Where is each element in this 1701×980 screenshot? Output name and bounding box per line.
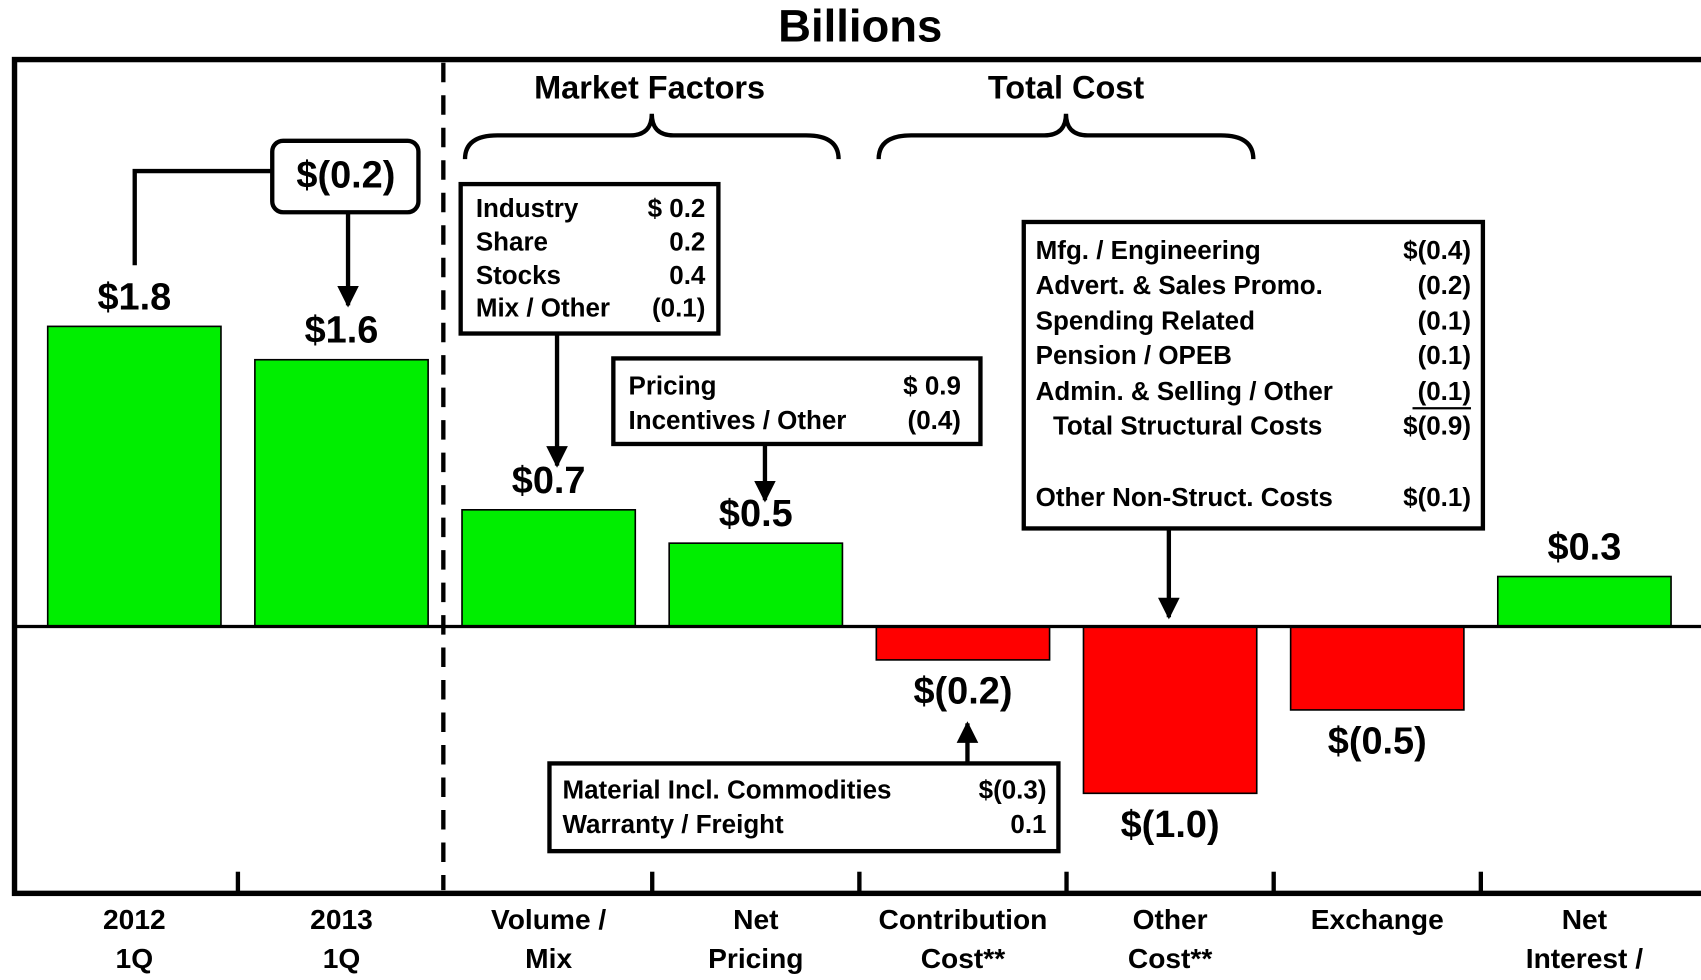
bracket [462, 113, 841, 160]
bar [1289, 625, 1465, 711]
row-value: $(0.1) [1403, 482, 1471, 512]
row-value: 0.4 [669, 260, 706, 290]
bar [1496, 575, 1672, 628]
row-label: Mix / Other [476, 293, 610, 323]
row-label: Incentives / Other [629, 405, 847, 435]
x-tick-label: Mix [525, 943, 572, 974]
bar [668, 542, 844, 628]
x-tick-label: Cost** [1128, 943, 1212, 974]
bracket-label: Market Factors [534, 69, 765, 105]
info-box [547, 761, 1061, 854]
info-box [611, 356, 983, 447]
row-value: (0.1) [1418, 376, 1471, 406]
change-box [270, 138, 421, 215]
row-label: Mfg. / Engineering [1036, 235, 1261, 265]
row-label: Pension / OPEB [1036, 340, 1232, 370]
row-value: (0.2) [1418, 270, 1471, 300]
bar [46, 325, 222, 628]
row-label: Pricing [629, 371, 717, 401]
row-label: Advert. & Sales Promo. [1036, 270, 1323, 300]
x-tick-label: Pricing [708, 943, 803, 974]
row-value: $ 0.2 [648, 193, 706, 223]
bar [254, 358, 429, 628]
row-value: (0.1) [652, 293, 705, 323]
row-label: Total Structural Costs [1053, 411, 1322, 441]
value-label: $(0.5) [1328, 721, 1427, 763]
plot-frame [11, 56, 1701, 897]
x-tick-label: Net [733, 904, 779, 935]
row-label: Warranty / Freight [562, 809, 784, 839]
value-label: $(0.2) [913, 670, 1012, 712]
row-value: 0.2 [669, 227, 705, 257]
value-label: $0.5 [719, 493, 793, 535]
x-tick-label: 2012 [103, 904, 166, 935]
row-label: Stocks [476, 260, 561, 290]
bar [1082, 625, 1258, 795]
value-label: $1.6 [305, 310, 379, 352]
row-value: $(0.9) [1403, 411, 1471, 441]
chart-title: Billions [778, 0, 942, 51]
bracket-label: Total Cost [988, 69, 1145, 105]
x-tick-label: Interest / [1526, 943, 1643, 974]
x-tick-label: Cost** [921, 943, 1005, 974]
value-label: $0.7 [512, 460, 586, 502]
x-tick-label: Contribution [879, 904, 1048, 935]
row-value: (0.1) [1418, 340, 1471, 370]
bar [875, 625, 1051, 661]
change-label: $(0.2) [296, 155, 395, 197]
x-tick-label: 1Q [116, 943, 154, 974]
value-label: $1.8 [97, 276, 171, 318]
row-label: Material Incl. Commodities [562, 774, 891, 804]
info-box [458, 181, 721, 336]
row-value: (0.4) [908, 405, 961, 435]
connector [132, 168, 273, 266]
row-value: $ 0.9 [903, 371, 961, 401]
value-label: $0.3 [1548, 526, 1622, 568]
info-box [1021, 219, 1486, 531]
row-label: Other Non-Struct. Costs [1036, 482, 1333, 512]
row-value: (0.1) [1418, 306, 1471, 336]
bracket [876, 113, 1256, 160]
row-label: Spending Related [1036, 306, 1255, 336]
x-tick-label: Other [1133, 904, 1208, 935]
row-label: Admin. & Selling / Other [1036, 376, 1333, 406]
x-tick-label: Volume / [491, 904, 606, 935]
row-label: Industry [476, 193, 579, 223]
x-tick-label: 1Q [323, 943, 361, 974]
row-value: $(0.3) [979, 774, 1047, 804]
row-label: Share [476, 227, 548, 257]
x-tick-label: 2013 [310, 904, 373, 935]
x-tick-label: Exchange [1311, 904, 1444, 935]
x-tick-label: Net [1562, 904, 1608, 935]
bar [461, 509, 637, 628]
value-label: $(1.0) [1121, 804, 1220, 846]
row-value: 0.1 [1010, 809, 1046, 839]
row-value: $(0.4) [1403, 235, 1471, 265]
